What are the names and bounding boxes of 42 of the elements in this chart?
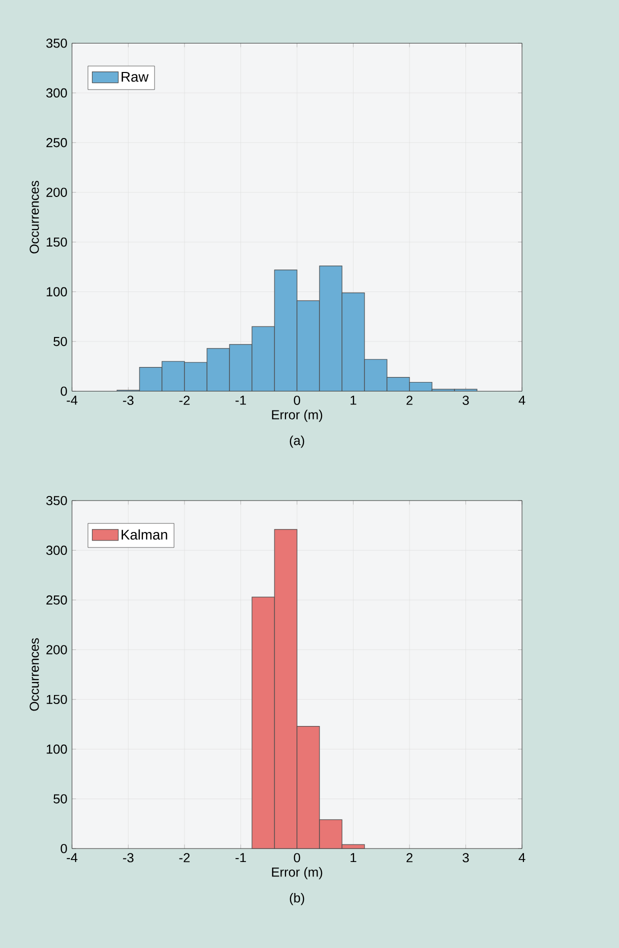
x-axis-title: Error (m): [272, 410, 322, 422]
y-axis-title: Occurrences: [30, 638, 39, 711]
legend-label: Raw: [122, 72, 149, 82]
text: (b): [290, 892, 304, 906]
x-tick-label: -1: [236, 396, 246, 405]
y-tick-label: 0: [60, 844, 67, 854]
y-tick-label: 300: [46, 546, 67, 555]
y-tick-label: 100: [46, 744, 67, 754]
x-tick-label: 0: [294, 396, 300, 405]
y-tick-label: 250: [46, 138, 67, 148]
x-tick-label: 1: [350, 853, 356, 862]
x-tick-label: 2: [406, 853, 412, 862]
x-tick-label: -3: [123, 853, 134, 862]
x-tick-label: 4: [518, 853, 526, 862]
x-tick-label: 2: [406, 396, 412, 405]
x-axis-title: Error (m): [272, 867, 322, 880]
y-tick-label: 50: [54, 794, 67, 804]
y-tick-label: 150: [46, 237, 67, 247]
y-axis-title: Occurrences: [30, 180, 39, 254]
legend-label: Kalman: [122, 529, 168, 540]
y-tick-label: 350: [46, 496, 67, 506]
x-tick-label: -4: [66, 853, 78, 862]
x-tick-label: -3: [123, 396, 134, 405]
x-tick-label: -4: [66, 396, 78, 405]
y-tick-label: 350: [46, 38, 67, 48]
x-tick-label: -2: [179, 396, 190, 405]
y-tick-label: 50: [54, 336, 67, 346]
y-tick-label: 0: [60, 386, 67, 396]
y-tick-label: 250: [46, 595, 67, 605]
x-tick-label: 3: [462, 396, 469, 405]
text: (a): [290, 436, 304, 448]
y-tick-label: 100: [46, 287, 67, 296]
y-tick-label: 200: [46, 188, 67, 197]
y-tick-label: 300: [46, 88, 67, 98]
x-tick-label: 4: [518, 396, 526, 405]
x-tick-label: 3: [462, 853, 469, 862]
x-tick-label: -1: [236, 853, 246, 862]
x-tick-label: 1: [350, 396, 356, 405]
y-tick-label: 150: [46, 694, 67, 704]
y-tick-label: 200: [46, 645, 67, 654]
x-tick-label: 0: [294, 853, 300, 862]
x-tick-label: -2: [179, 853, 190, 862]
